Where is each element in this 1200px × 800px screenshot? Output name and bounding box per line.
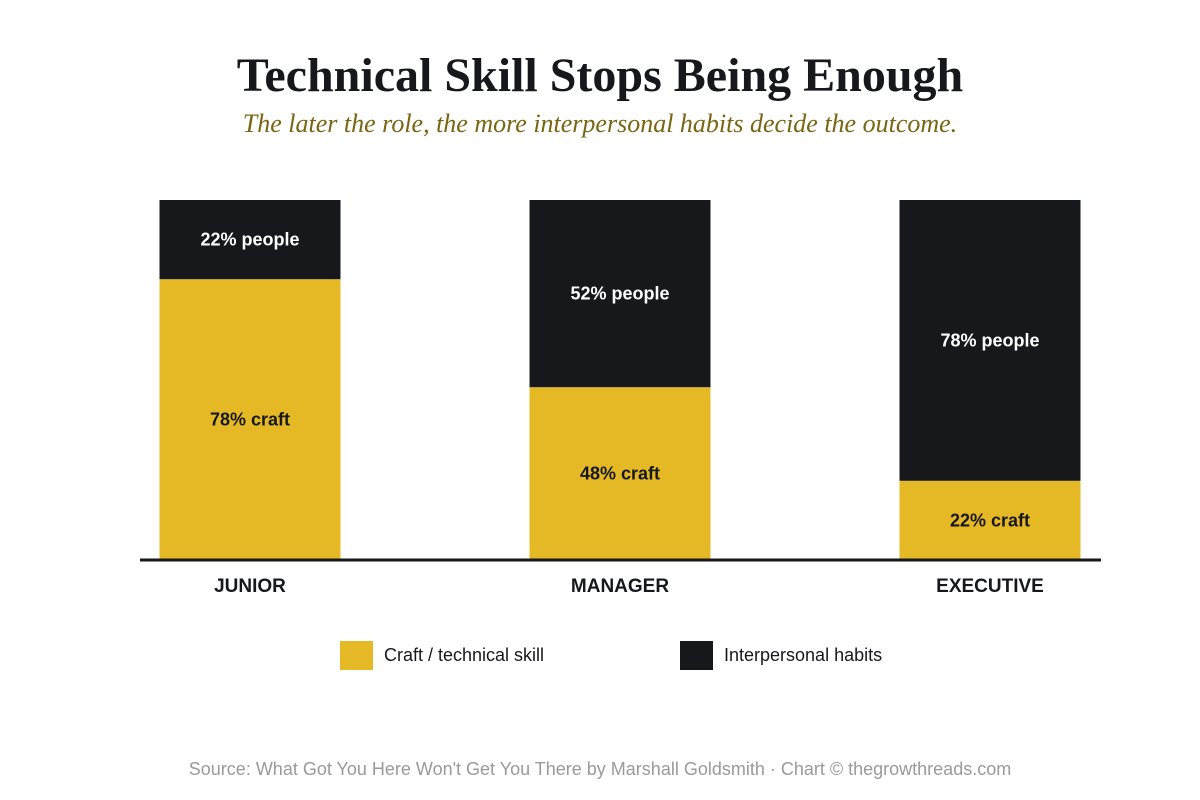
data-label-craft-executive: 22% craft — [950, 510, 1030, 530]
legend-label-craft: Craft / technical skill — [384, 644, 545, 665]
legend-item-people: Interpersonal habits — [680, 640, 882, 670]
data-label-people-junior: 22% people — [200, 230, 299, 250]
legend-label-people: Interpersonal habits — [724, 644, 883, 665]
bar-segment-craft-manager — [529, 387, 711, 560]
bar-segment-craft-executive — [899, 480, 1081, 560]
legend: Craft / technical skill Interpersonal ha… — [0, 640, 1200, 670]
data-label-craft-manager: 48% craft — [580, 464, 660, 484]
source-note: Source: What Got You Here Won't Get You … — [188, 759, 1012, 779]
chart-subtitle: The later the role, the more interperson… — [242, 109, 958, 138]
legend-item-craft: Craft / technical skill — [340, 640, 544, 670]
bar-segment-people-manager — [529, 200, 711, 388]
legend-swatch-people — [680, 640, 713, 670]
category-label-executive: EXECUTIVE — [936, 576, 1044, 597]
bar-segment-people-executive — [899, 200, 1081, 481]
bar-segment-people-junior — [159, 200, 341, 280]
data-label-craft-junior: 78% craft — [210, 410, 290, 430]
bar-segment-craft-junior — [159, 279, 341, 560]
stacked-bar-chart: 78% craft 22% people JUNIOR 48% craft 52% pe… — [140, 200, 1101, 597]
category-label-junior: JUNIOR — [214, 576, 286, 597]
chart-title: Technical Skill Stops Being Enough — [236, 49, 964, 102]
data-label-people-executive: 78% people — [940, 330, 1039, 350]
legend-swatch-craft — [340, 640, 373, 670]
data-label-people-manager: 52% people — [570, 284, 669, 304]
category-label-manager: MANAGER — [571, 576, 669, 597]
